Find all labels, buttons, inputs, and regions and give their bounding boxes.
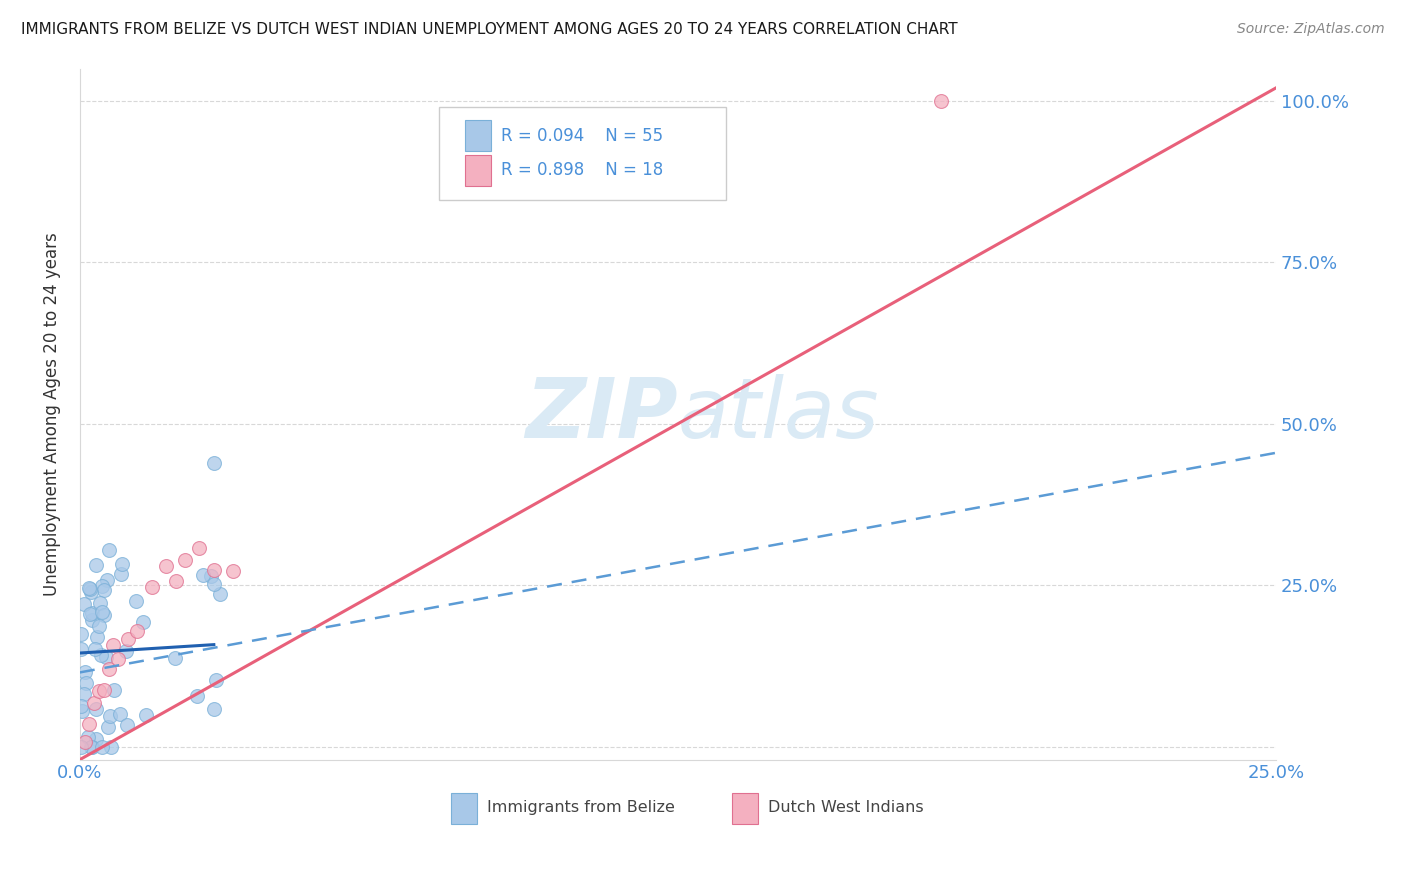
Point — [103, 638, 125, 652]
Point — [114, 644, 136, 658]
Point — [96, 573, 118, 587]
Point — [82, 739, 104, 754]
Point — [70, 627, 93, 641]
Point — [107, 652, 129, 666]
Text: Dutch West Indians: Dutch West Indians — [768, 800, 924, 815]
Bar — [451, 793, 477, 824]
Point — [87, 684, 110, 698]
Point — [69, 642, 91, 657]
Point — [84, 731, 107, 746]
Point — [80, 584, 103, 599]
Point — [100, 739, 122, 754]
Point — [186, 690, 208, 704]
Point — [89, 596, 111, 610]
Point — [127, 624, 149, 639]
Text: IMMIGRANTS FROM BELIZE VS DUTCH WEST INDIAN UNEMPLOYMENT AMONG AGES 20 TO 24 YEA: IMMIGRANTS FROM BELIZE VS DUTCH WEST IND… — [21, 22, 957, 37]
Point — [202, 456, 225, 470]
Point — [91, 739, 114, 754]
Point — [75, 665, 97, 679]
Text: R = 0.898    N = 18: R = 0.898 N = 18 — [501, 161, 664, 179]
Point — [111, 557, 134, 571]
Point — [82, 613, 104, 627]
Point — [202, 563, 225, 577]
Point — [70, 698, 93, 713]
Point — [73, 597, 96, 611]
Text: ZIP: ZIP — [526, 374, 678, 455]
Point — [80, 739, 103, 754]
Point — [75, 676, 97, 690]
Point — [91, 578, 114, 592]
Point — [84, 702, 107, 716]
Point — [98, 542, 121, 557]
FancyBboxPatch shape — [439, 106, 725, 200]
Point — [929, 94, 952, 108]
Point — [93, 682, 115, 697]
Point — [188, 541, 211, 555]
Point — [141, 580, 163, 594]
Point — [191, 568, 214, 582]
Point — [155, 559, 177, 574]
Point — [117, 632, 139, 646]
Point — [93, 608, 115, 623]
Point — [90, 605, 112, 619]
Point — [98, 708, 121, 723]
Point — [79, 607, 101, 621]
Point — [110, 566, 132, 581]
Point — [97, 662, 120, 676]
Point — [79, 717, 101, 731]
Text: atlas: atlas — [678, 374, 880, 455]
Point — [70, 739, 93, 754]
Point — [205, 673, 228, 687]
Text: Source: ZipAtlas.com: Source: ZipAtlas.com — [1237, 22, 1385, 37]
Point — [83, 641, 105, 656]
Bar — [731, 793, 758, 824]
Point — [72, 704, 94, 718]
Y-axis label: Unemployment Among Ages 20 to 24 years: Unemployment Among Ages 20 to 24 years — [44, 232, 60, 596]
Text: R = 0.094    N = 55: R = 0.094 N = 55 — [501, 127, 664, 145]
Point — [202, 702, 225, 716]
Point — [94, 649, 117, 664]
Point — [202, 576, 225, 591]
Point — [108, 707, 131, 722]
Point — [97, 720, 120, 734]
Point — [165, 574, 187, 588]
Point — [103, 683, 125, 698]
Point — [77, 730, 100, 744]
Point — [115, 718, 138, 732]
Point — [84, 558, 107, 572]
Point — [174, 553, 197, 567]
Point — [125, 594, 148, 608]
Bar — [465, 120, 491, 152]
Point — [222, 564, 245, 578]
Point — [77, 581, 100, 595]
Point — [200, 569, 222, 583]
Bar — [465, 155, 491, 186]
Text: Immigrants from Belize: Immigrants from Belize — [486, 800, 675, 815]
Point — [165, 651, 187, 665]
Point — [208, 586, 231, 600]
Point — [86, 630, 108, 644]
Point — [82, 606, 104, 620]
Point — [131, 615, 153, 629]
Point — [87, 618, 110, 632]
Point — [79, 582, 101, 596]
Point — [90, 648, 112, 662]
Point — [73, 687, 96, 701]
Point — [73, 735, 96, 749]
Point — [83, 696, 105, 710]
Point — [93, 582, 115, 597]
Point — [135, 707, 157, 722]
